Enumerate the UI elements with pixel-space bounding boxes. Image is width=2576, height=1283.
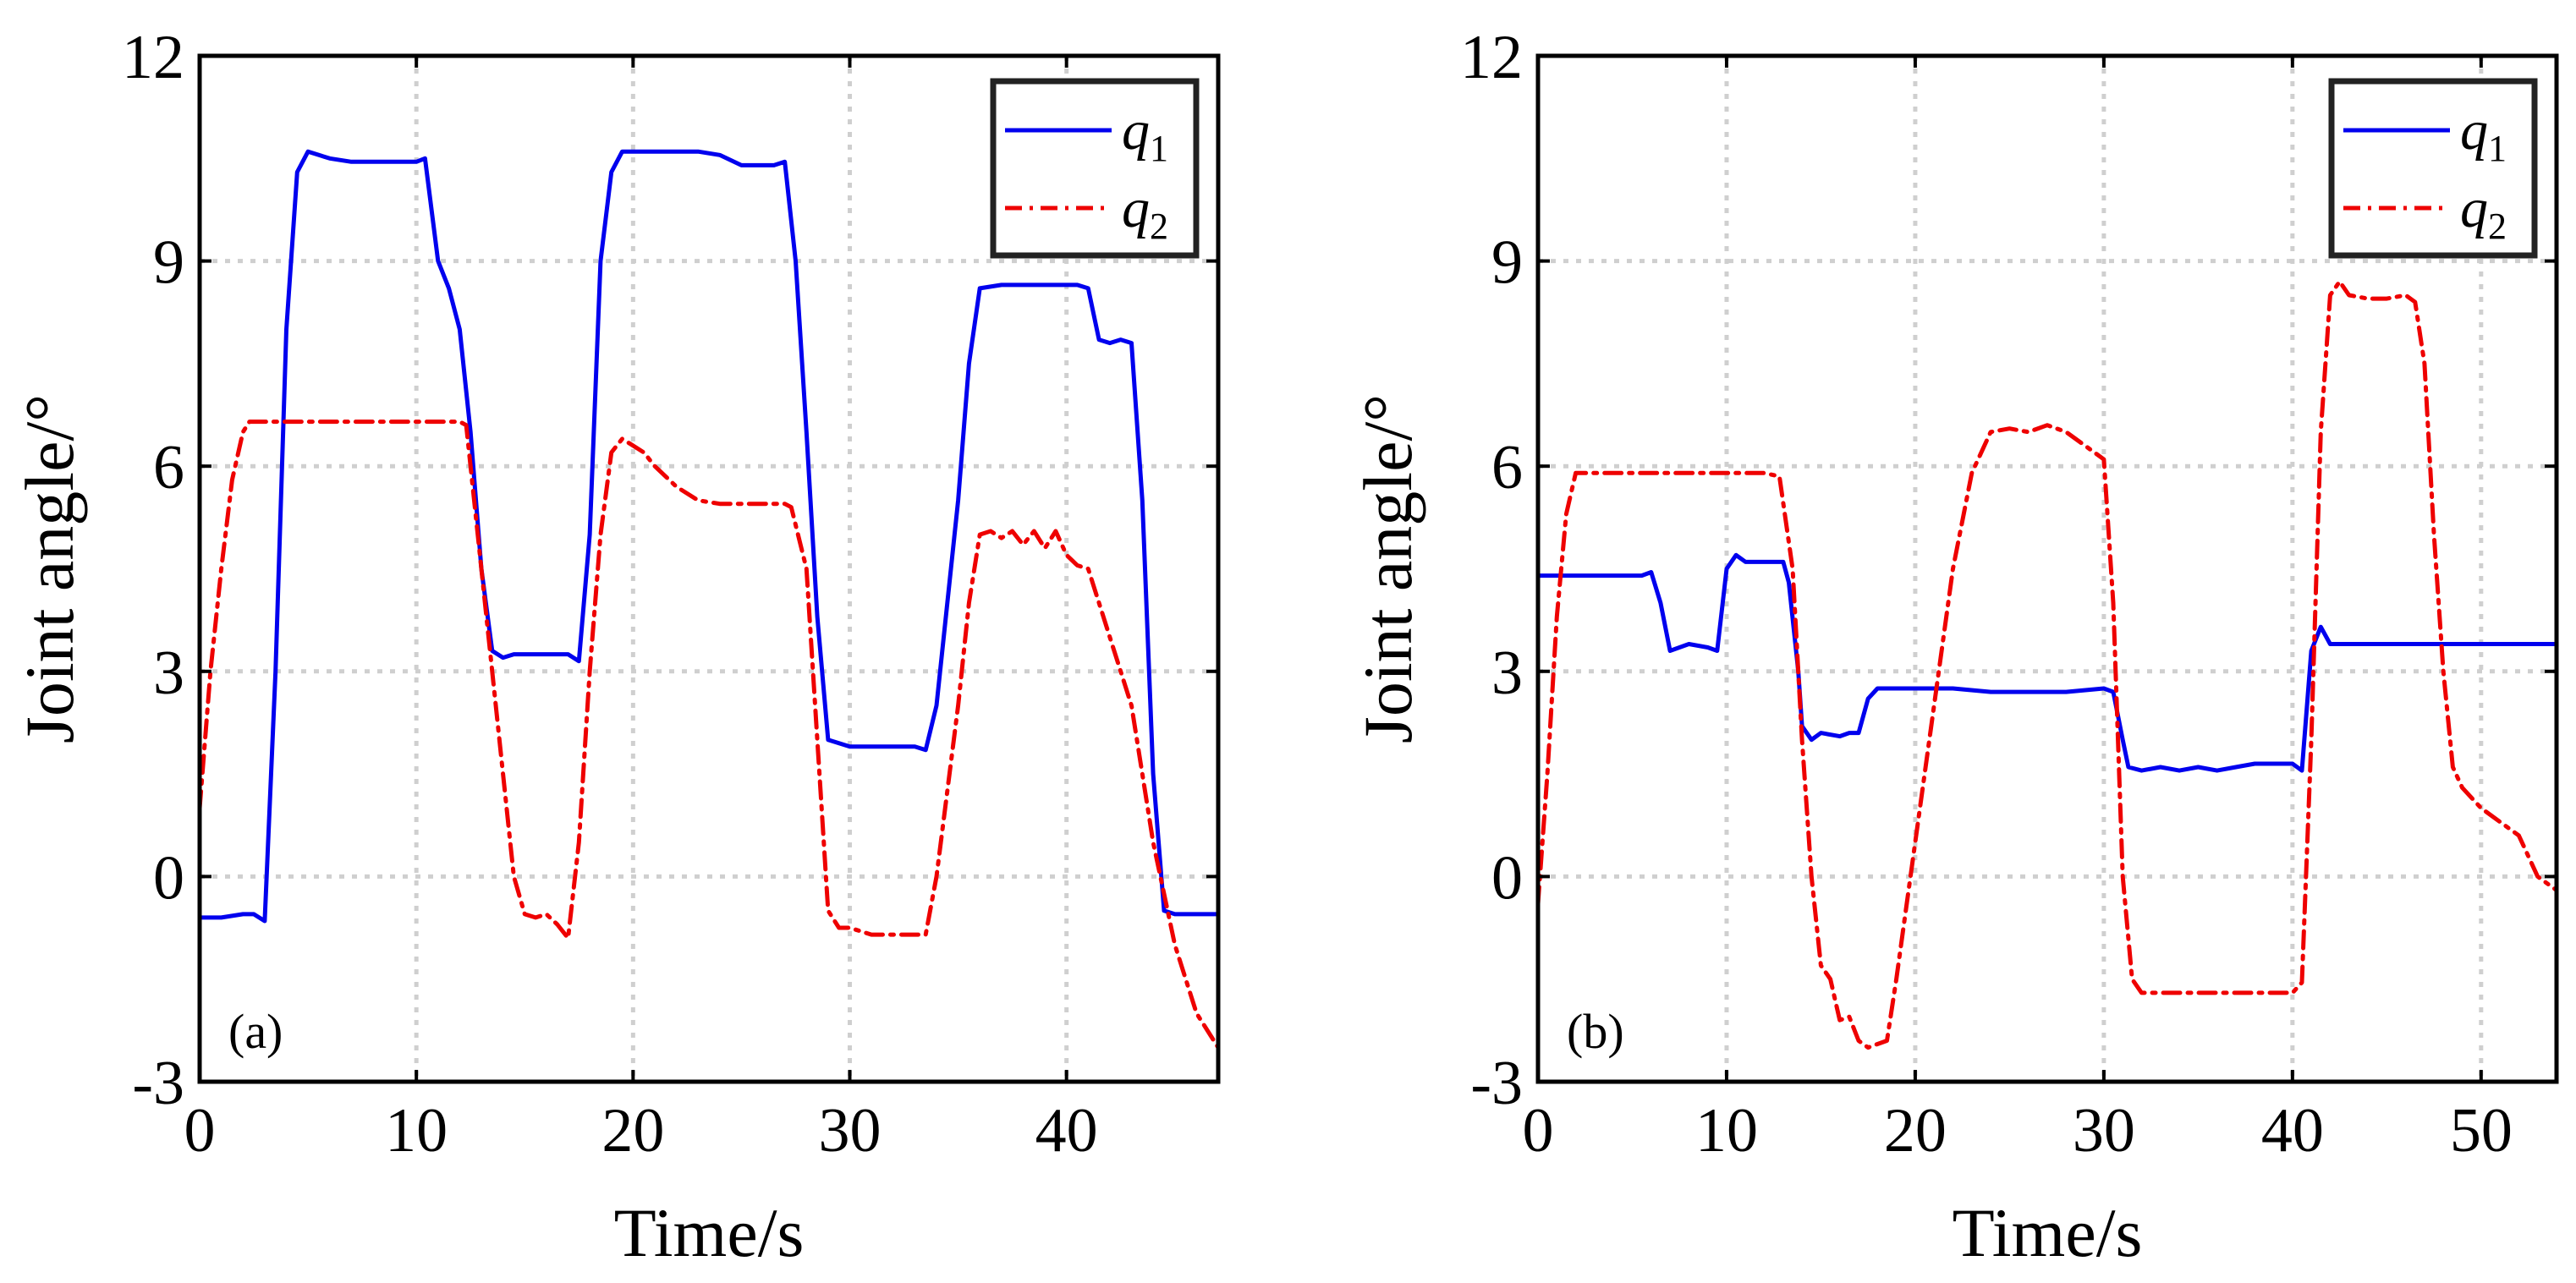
series-line-q1 (197, 149, 1221, 924)
x-tick-label: 50 (2450, 1096, 2513, 1165)
panel-label-b: (b) (1567, 1004, 1624, 1059)
series-line-q1 (1535, 552, 2559, 773)
series-line-q2 (197, 419, 1221, 1050)
y-tick-label: 12 (1460, 23, 1523, 92)
legend-box (2328, 78, 2538, 259)
y-tick-label: -3 (132, 1049, 184, 1118)
lines-b (1535, 279, 2559, 1050)
y-tick-label: 6 (153, 433, 184, 502)
x-tick-label: 0 (1523, 1096, 1554, 1165)
y-tick-label: 6 (1491, 433, 1523, 502)
panel-label-a: (a) (228, 1004, 283, 1059)
legend-box (990, 78, 1200, 259)
x-axis-label-a: Time/s (614, 1194, 805, 1271)
x-tick-label: 10 (1695, 1096, 1758, 1165)
y-tick-label: 9 (1491, 228, 1523, 298)
x-tick-label: 40 (1035, 1096, 1098, 1165)
y-tick-label: -3 (1470, 1049, 1523, 1118)
lines-a (197, 149, 1221, 1050)
grid-b (1538, 56, 2557, 1082)
y-tick-label: 3 (153, 639, 184, 708)
plot-frame-a (197, 53, 1221, 1084)
x-tick-label: 0 (184, 1096, 216, 1165)
grid-a (200, 56, 1218, 1082)
series-line-q2 (1535, 279, 2559, 1050)
plot-frame-b (1535, 53, 2559, 1084)
y-axis-label-a: Joint angle/° (11, 394, 88, 743)
x-tick-label: 20 (601, 1096, 664, 1165)
y-tick-label: 0 (153, 843, 184, 913)
x-axis-label-b: Time/s (1953, 1194, 2143, 1271)
x-tick-label: 30 (819, 1096, 882, 1165)
x-tick-label: 30 (2073, 1096, 2135, 1165)
y-tick-label: 12 (122, 23, 184, 92)
y-axis-label-b: Joint angle/° (1349, 394, 1426, 743)
y-tick-label: 0 (1491, 843, 1523, 913)
x-tick-label: 40 (2261, 1096, 2324, 1165)
y-tick-label: 3 (1491, 639, 1523, 708)
x-tick-label: 20 (1884, 1096, 1947, 1165)
y-tick-label: 9 (153, 228, 184, 298)
x-tick-label: 10 (385, 1096, 448, 1165)
